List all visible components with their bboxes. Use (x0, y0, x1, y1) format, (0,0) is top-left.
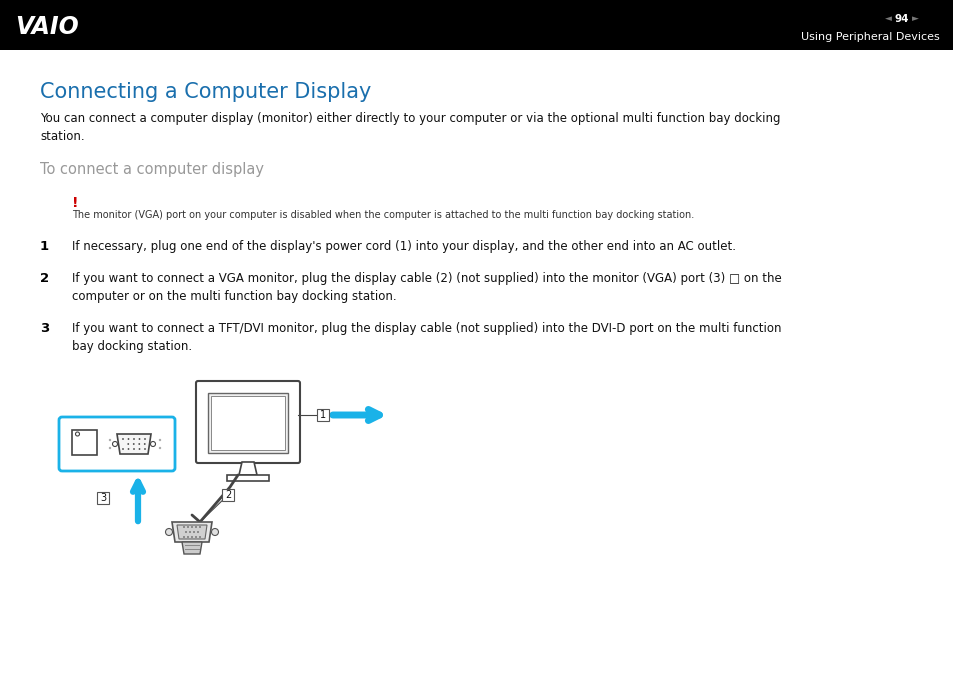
FancyBboxPatch shape (59, 417, 174, 471)
Text: 2: 2 (225, 490, 231, 500)
Text: You can connect a computer display (monitor) either directly to your computer or: You can connect a computer display (moni… (40, 112, 780, 143)
Bar (227, 475, 269, 481)
Circle shape (195, 526, 196, 528)
Bar (71, 430, 97, 455)
Circle shape (197, 531, 198, 533)
Text: To connect a computer display: To connect a computer display (40, 162, 264, 177)
Bar (222, 489, 233, 501)
Circle shape (187, 536, 189, 538)
Circle shape (187, 526, 189, 528)
Text: 1: 1 (40, 240, 49, 253)
Circle shape (165, 528, 172, 536)
Circle shape (138, 438, 140, 440)
Bar (316, 409, 329, 421)
Circle shape (133, 448, 134, 450)
Circle shape (158, 447, 161, 449)
Circle shape (128, 438, 130, 440)
Polygon shape (117, 434, 151, 454)
Circle shape (189, 531, 191, 533)
Circle shape (112, 441, 117, 446)
Text: If you want to connect a TFT/DVI monitor, plug the display cable (not supplied) : If you want to connect a TFT/DVI monitor… (71, 322, 781, 353)
Circle shape (138, 443, 140, 445)
Circle shape (193, 531, 194, 533)
Circle shape (144, 438, 146, 440)
Text: ►: ► (911, 15, 918, 24)
Text: VAIO: VAIO (15, 16, 79, 40)
Text: 94: 94 (894, 14, 908, 24)
Bar (211, 396, 285, 450)
Circle shape (128, 448, 130, 450)
Circle shape (122, 438, 124, 440)
Circle shape (191, 526, 193, 528)
Circle shape (144, 448, 146, 450)
Text: 1: 1 (319, 410, 326, 420)
Text: If necessary, plug one end of the display's power cord (1) into your display, an: If necessary, plug one end of the displa… (71, 240, 735, 253)
Text: 3: 3 (100, 493, 106, 503)
Circle shape (133, 438, 134, 440)
Circle shape (75, 432, 79, 436)
Circle shape (138, 448, 140, 450)
Polygon shape (172, 522, 212, 542)
Circle shape (132, 443, 134, 445)
Circle shape (199, 526, 201, 528)
Text: The monitor (VGA) port on your computer is disabled when the computer is attache: The monitor (VGA) port on your computer … (71, 210, 694, 220)
Circle shape (109, 439, 112, 441)
Polygon shape (239, 462, 256, 475)
Circle shape (158, 439, 161, 441)
Text: Connecting a Computer Display: Connecting a Computer Display (40, 82, 371, 102)
Text: 2: 2 (40, 272, 49, 285)
Circle shape (122, 448, 124, 450)
Circle shape (183, 526, 185, 528)
Circle shape (195, 536, 196, 538)
Circle shape (199, 536, 201, 538)
Circle shape (109, 447, 112, 449)
Polygon shape (177, 525, 207, 539)
Text: ◄: ◄ (884, 15, 891, 24)
Circle shape (212, 528, 218, 536)
Text: Using Peripheral Devices: Using Peripheral Devices (801, 32, 939, 42)
Text: !: ! (71, 196, 78, 210)
Circle shape (185, 531, 187, 533)
Polygon shape (182, 542, 202, 554)
Text: 3: 3 (40, 322, 50, 335)
Bar (97, 492, 109, 504)
Text: If you want to connect a VGA monitor, plug the display cable (2) (not supplied) : If you want to connect a VGA monitor, pl… (71, 272, 781, 303)
Circle shape (127, 443, 129, 445)
FancyBboxPatch shape (195, 381, 299, 463)
Bar (208, 393, 288, 453)
Circle shape (183, 536, 185, 538)
Circle shape (151, 441, 155, 446)
Circle shape (144, 443, 146, 445)
Bar (0, 0, 953, 50)
Circle shape (191, 536, 193, 538)
